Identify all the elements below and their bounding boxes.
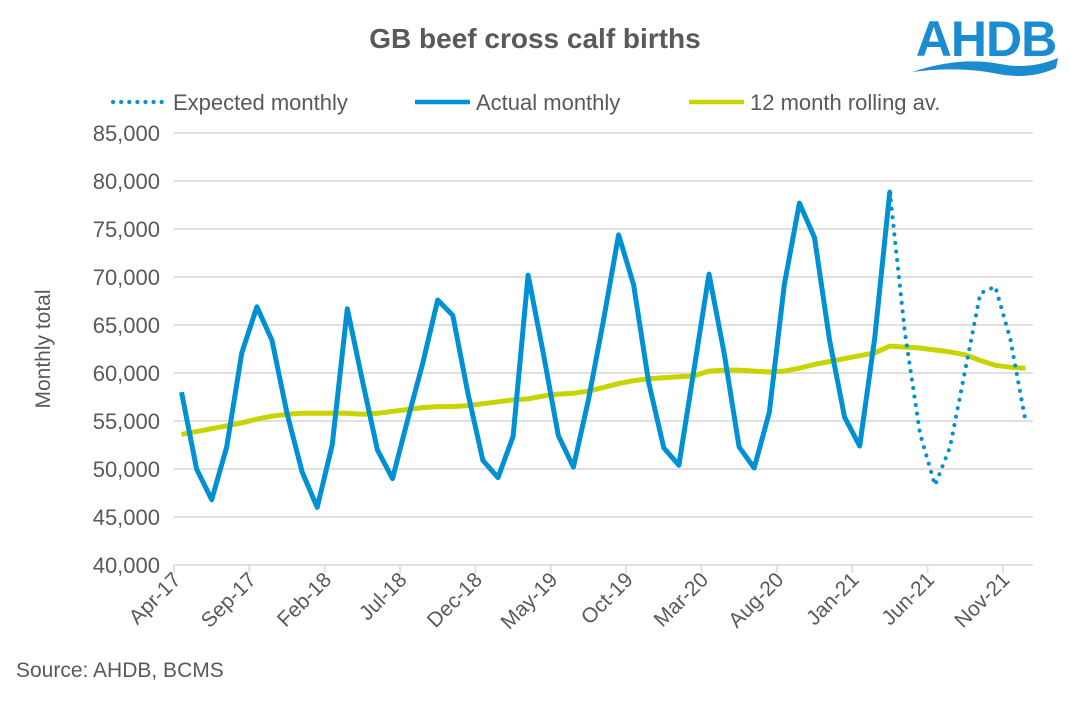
x-tick-label: Feb-18 bbox=[273, 568, 336, 631]
y-tick-label: 75,000 bbox=[93, 217, 160, 242]
legend-label: 12 month rolling av. bbox=[750, 90, 940, 115]
x-tick-label: Sep-17 bbox=[197, 568, 261, 632]
y-tick-label: 60,000 bbox=[93, 361, 160, 386]
x-tick-label: Jul-18 bbox=[355, 568, 412, 625]
x-tick-label: Jan-21 bbox=[802, 568, 864, 630]
series-actual-monthly bbox=[182, 192, 890, 508]
x-tick-label: Jun-21 bbox=[877, 568, 939, 630]
y-tick-label: 70,000 bbox=[93, 265, 160, 290]
y-tick-label: 45,000 bbox=[93, 505, 160, 530]
x-tick-label: Dec-18 bbox=[423, 568, 487, 632]
y-tick-label: 50,000 bbox=[93, 457, 160, 482]
legend-item-rolling[interactable]: 12 month rolling av. bbox=[689, 90, 940, 115]
y-tick-label: 40,000 bbox=[93, 553, 160, 578]
ahdb-logo: AHDB bbox=[912, 11, 1058, 76]
x-tick-label: Aug-20 bbox=[724, 568, 788, 632]
legend-item-expected[interactable]: Expected monthly bbox=[113, 90, 348, 115]
y-axis-ticks: 40,000 45,000 50,000 55,000 60,000 65,000 70,0… bbox=[93, 121, 160, 578]
y-tick-label: 55,000 bbox=[93, 409, 160, 434]
legend-label: Expected monthly bbox=[173, 90, 348, 115]
y-tick-label: 80,000 bbox=[93, 169, 160, 194]
x-tick-label: Nov-21 bbox=[950, 568, 1014, 632]
series bbox=[181, 191, 1025, 507]
legend-item-actual[interactable]: Actual monthly bbox=[415, 90, 620, 115]
y-tick-label: 65,000 bbox=[93, 313, 160, 338]
y-axis-label: Monthly total bbox=[32, 289, 55, 408]
x-tick-label: Mar-20 bbox=[650, 568, 713, 631]
logo-text: AHDB bbox=[916, 11, 1056, 67]
legend: Expected monthly Actual monthly 12 month… bbox=[113, 90, 940, 115]
series-expected-monthly bbox=[890, 192, 1026, 486]
y-tick-label: 85,000 bbox=[93, 121, 160, 146]
chart-title: GB beef cross calf births bbox=[369, 23, 700, 54]
x-tick-label: May-19 bbox=[497, 568, 563, 634]
legend-label: Actual monthly bbox=[476, 90, 620, 115]
source-note: Source: AHDB, BCMS bbox=[16, 659, 224, 682]
x-tick-label: Oct-19 bbox=[577, 568, 638, 629]
